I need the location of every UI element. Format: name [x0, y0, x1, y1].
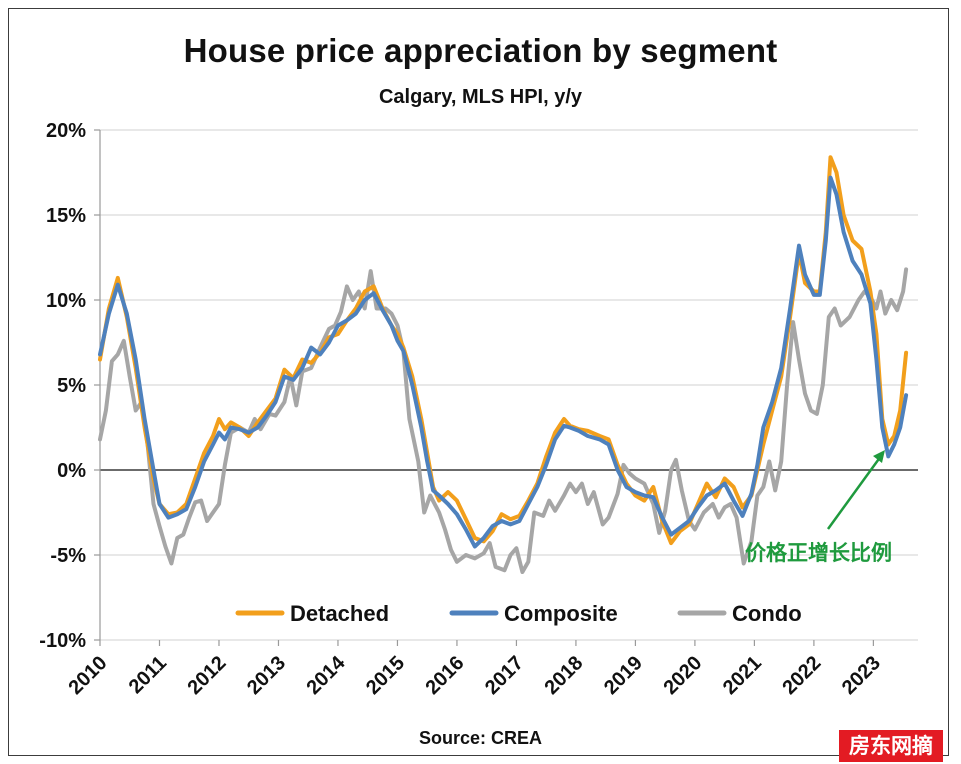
annotation-label: 价格正增长比例 [745, 541, 892, 565]
y-tick-label: -10% [39, 630, 86, 652]
annotation-arrow-head [873, 450, 885, 463]
source-note: Source: CREA [418, 728, 543, 748]
x-tick-label: 2019 [600, 652, 647, 699]
y-tick-label: 15% [46, 205, 86, 227]
x-tick-label: 2015 [362, 652, 409, 699]
legend-label-condo: Condo [732, 601, 802, 626]
x-axis: 2010 2011 2012 2013 2014 2015 2016 2017 2018 2019… [65, 640, 885, 699]
annotation: 价格正增长比例 [745, 450, 892, 565]
series-lines [98, 155, 909, 574]
legend: Detached Composite Condo [235, 601, 802, 626]
y-tick-label: 10% [46, 290, 86, 312]
y-axis: 20% 15% 10% 5% 0% -5% -10% [39, 120, 101, 652]
legend-label-detached: Detached [290, 601, 389, 626]
x-tick-label: 2023 [838, 652, 885, 699]
x-tick-label: 2016 [421, 652, 468, 699]
y-tick-label: -5% [50, 545, 86, 567]
x-tick-label: 2012 [183, 652, 230, 699]
series-line-composite [98, 175, 909, 549]
y-tick-label: 5% [57, 375, 86, 397]
watermark-badge: 房东网摘 [839, 730, 943, 762]
legend-label-composite: Composite [504, 601, 618, 626]
x-tick-label: 2010 [65, 652, 112, 699]
chart-frame [8, 8, 949, 756]
x-tick-label: 2018 [540, 652, 587, 699]
annotation-arrow-line [826, 455, 883, 530]
y-tick-label: 20% [46, 120, 86, 142]
chart-title: House price appreciation by segment [183, 32, 778, 69]
x-tick-label: 2011 [125, 652, 171, 698]
x-tick-label: 2020 [659, 652, 706, 699]
x-tick-label: 2014 [302, 651, 350, 699]
x-tick-label: 2022 [778, 652, 825, 699]
y-tick-label: 0% [57, 460, 86, 482]
x-tick-label: 2017 [481, 652, 528, 699]
series-line-condo [98, 267, 909, 574]
chart-subtitle: Calgary, MLS HPI, y/y [378, 86, 583, 108]
x-tick-label: 2013 [243, 652, 290, 699]
x-tick-label: 2021 [719, 652, 766, 699]
